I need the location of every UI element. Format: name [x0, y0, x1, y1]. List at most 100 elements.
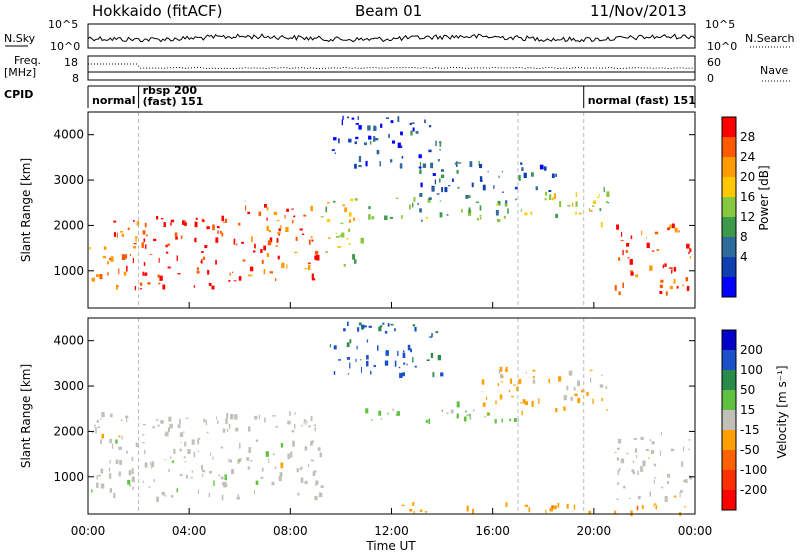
- scatter-cell: [164, 459, 167, 461]
- colorbar-swatch: [722, 430, 736, 451]
- scatter-cell: [439, 141, 442, 147]
- scatter-cell: [303, 214, 307, 217]
- scatter-cell: [132, 258, 134, 263]
- scatter-cell: [484, 416, 486, 418]
- scatter-cell: [637, 495, 641, 500]
- scatter-cell: [226, 412, 229, 419]
- scatter-cell: [365, 408, 369, 414]
- scatter-cell: [266, 217, 268, 221]
- scatter-cell: [392, 408, 394, 412]
- scatter-cell: [539, 164, 544, 170]
- scatter-cell: [287, 453, 291, 460]
- scatter-cell: [581, 389, 585, 393]
- scatter-cell: [110, 413, 113, 418]
- scatter-cell: [111, 443, 114, 449]
- scatter-cell: [277, 255, 280, 260]
- scatter-cell: [131, 468, 134, 474]
- scatter-cell: [100, 417, 102, 420]
- scatter-cell: [614, 510, 617, 514]
- scatter-cell: [382, 322, 385, 325]
- scatter-cell: [440, 174, 445, 178]
- scatter-cell: [338, 138, 340, 144]
- scatter-cell: [400, 145, 403, 149]
- scatter-cell: [268, 458, 270, 463]
- scatter-cell: [424, 119, 426, 123]
- scatter-cell: [294, 412, 296, 415]
- scatter-cell: [419, 162, 422, 167]
- x-tick-label: 20:00: [577, 524, 612, 538]
- scatter-cell: [653, 477, 657, 479]
- scatter-cell: [521, 167, 524, 171]
- scatter-cell: [343, 263, 346, 267]
- scatter-cell: [304, 268, 308, 270]
- scatter-cell: [574, 393, 578, 397]
- scatter-cell: [653, 479, 655, 484]
- scatter-cell: [508, 390, 511, 393]
- x-tick-label: 12:00: [374, 524, 409, 538]
- scatter-cell: [193, 451, 196, 458]
- scatter-cell: [575, 211, 577, 215]
- scatter-cell: [412, 502, 415, 506]
- scatter-cell: [380, 418, 383, 420]
- scatter-cell: [91, 431, 94, 434]
- scatter-cell: [295, 236, 298, 241]
- scatter-cell: [525, 371, 527, 374]
- scatter-cell: [261, 467, 264, 472]
- scatter-cell: [378, 326, 382, 332]
- scatter-cell: [407, 344, 411, 351]
- scatter-cell: [599, 384, 604, 388]
- scatter-cell: [128, 485, 132, 487]
- scatter-cell: [278, 476, 282, 482]
- scatter-cell: [412, 127, 415, 132]
- scatter-cell: [200, 261, 203, 263]
- scatter-cell: [548, 190, 552, 192]
- scatter-cell: [397, 116, 400, 122]
- scatter-cell: [495, 400, 497, 405]
- scatter-cell: [95, 427, 97, 434]
- scatter-cell: [662, 264, 665, 269]
- scatter-cell: [498, 369, 500, 375]
- scatter-cell: [439, 178, 441, 183]
- scatter-cell: [559, 201, 562, 208]
- scatter-cell: [682, 446, 685, 452]
- scatter-cell: [661, 486, 664, 489]
- scatter-cell: [299, 228, 303, 231]
- scatter-cell: [563, 406, 566, 411]
- scatter-cell: [296, 468, 300, 473]
- scatter-cell: [310, 415, 313, 422]
- scatter-cell: [284, 214, 286, 219]
- scatter-cell: [653, 503, 657, 505]
- scatter-cell: [432, 372, 435, 378]
- scatter-cell: [141, 242, 144, 248]
- scatter-cell: [688, 475, 693, 480]
- cpid-mode-label: (fast) 151: [143, 95, 204, 108]
- scatter-cell: [238, 276, 242, 281]
- scatter-cell: [318, 492, 323, 498]
- scatter-cell: [206, 431, 209, 434]
- scatter-cell: [113, 232, 116, 237]
- scatter-cell: [509, 378, 512, 384]
- scatter-cell: [632, 460, 635, 464]
- scatter-cell: [115, 439, 118, 444]
- scatter-cell: [142, 424, 146, 426]
- scatter-cell: [117, 285, 119, 287]
- scatter-cell: [481, 379, 485, 385]
- scatter-cell: [280, 462, 284, 469]
- scatter-cell: [325, 206, 327, 213]
- scatter-cell: [159, 275, 163, 281]
- scatter-cell: [573, 386, 576, 391]
- scatter-cell: [452, 178, 454, 182]
- scatter-cell: [100, 483, 105, 489]
- scatter-cell: [96, 482, 99, 488]
- scatter-cell: [684, 506, 686, 508]
- scatter-cell: [616, 498, 619, 500]
- scatter-cell: [177, 424, 181, 428]
- scatter-cell: [360, 237, 364, 244]
- scatter-cell: [429, 125, 432, 128]
- scatter-cell: [341, 119, 343, 126]
- scatter-cell: [116, 232, 118, 238]
- scatter-cell: [202, 470, 206, 473]
- scatter-cell: [551, 173, 555, 178]
- scatter-cell: [308, 264, 311, 271]
- scatter-cell: [518, 175, 521, 181]
